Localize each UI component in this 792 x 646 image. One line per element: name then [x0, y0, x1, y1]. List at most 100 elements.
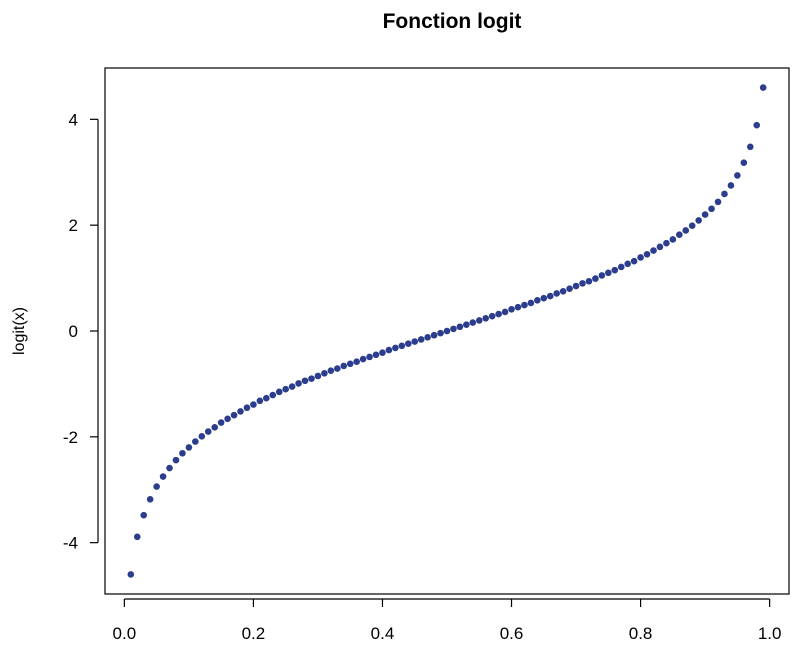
x-tick-label: 1.0: [758, 624, 782, 643]
x-tick-label: 0.6: [500, 624, 524, 643]
data-point: [146, 495, 154, 503]
x-tick-label: 0.4: [371, 624, 395, 643]
data-point: [179, 449, 186, 457]
data-point: [540, 294, 548, 302]
data-point: [572, 282, 580, 290]
x-tick-label: 0.2: [242, 624, 266, 643]
data-point: [605, 269, 612, 277]
data-point: [379, 349, 386, 356]
y-tick-label: 4: [69, 110, 78, 129]
data-point: [417, 336, 425, 343]
data-point: [759, 84, 767, 91]
data-point: [211, 424, 218, 431]
data-point: [314, 372, 322, 380]
data-point: [308, 375, 315, 382]
data-point: [508, 306, 515, 313]
y-tick-label: 2: [69, 216, 78, 235]
data-point: [495, 310, 502, 318]
data-point: [753, 121, 761, 129]
data-point: [204, 428, 212, 435]
data-point: [714, 198, 722, 206]
data-point: [353, 358, 360, 365]
data-point: [637, 254, 644, 261]
data-point: [682, 227, 690, 234]
chart-title: Fonction logit: [383, 10, 522, 33]
data-point: [598, 272, 606, 279]
data-point: [301, 377, 309, 385]
data-point: [521, 301, 528, 309]
data-point: [592, 275, 599, 282]
data-point: [514, 303, 522, 311]
data-point: [321, 370, 328, 377]
data-point: [650, 247, 657, 254]
data-point: [624, 260, 631, 268]
data-point: [501, 308, 509, 316]
data-points: [127, 84, 767, 578]
data-point: [346, 360, 354, 368]
data-point: [340, 362, 348, 370]
data-point: [217, 419, 225, 426]
data-point: [230, 411, 238, 419]
y-axis: -4 -2 0 2 4: [63, 110, 99, 553]
data-point: [359, 355, 367, 363]
data-point: [708, 205, 715, 213]
data-point: [250, 401, 257, 408]
x-tick-label: 0.8: [629, 624, 653, 643]
y-tick-label: -4: [63, 534, 78, 553]
data-point: [295, 380, 302, 387]
data-point: [424, 334, 431, 341]
data-point: [559, 288, 567, 295]
data-point: [443, 327, 451, 335]
data-point: [159, 473, 167, 480]
data-point: [746, 143, 754, 151]
data-point: [437, 329, 444, 337]
y-tick-label: 0: [69, 322, 78, 341]
data-point: [611, 266, 619, 274]
y-axis-label: logit(x): [11, 307, 28, 355]
data-point: [488, 312, 496, 320]
data-point: [327, 367, 335, 374]
data-point: [546, 292, 554, 300]
data-point: [482, 314, 490, 322]
data-point: [404, 340, 412, 348]
data-point: [456, 323, 464, 331]
data-point: [366, 353, 373, 361]
data-point: [475, 317, 483, 324]
data-point: [275, 388, 283, 396]
plot-frame: [104, 67, 790, 595]
data-point: [463, 321, 470, 328]
data-point: [172, 456, 180, 464]
data-point: [450, 325, 457, 333]
data-point: [192, 438, 199, 445]
data-point: [695, 217, 702, 224]
data-point: [198, 433, 206, 440]
y-tick-label: -2: [63, 428, 78, 447]
data-point: [527, 299, 535, 307]
data-point: [430, 331, 438, 339]
data-point: [237, 408, 244, 415]
data-point: [617, 263, 625, 271]
data-point: [585, 277, 593, 285]
x-tick-label: 0.0: [113, 624, 137, 643]
data-point: [734, 172, 741, 179]
data-point: [185, 444, 193, 451]
data-point: [282, 385, 289, 393]
data-point: [676, 231, 683, 238]
data-point: [630, 257, 638, 265]
data-point: [224, 415, 231, 423]
data-point: [153, 483, 160, 490]
data-point: [579, 280, 586, 287]
data-point: [701, 211, 709, 218]
data-point: [243, 404, 251, 412]
data-point: [166, 464, 173, 472]
data-point: [643, 250, 651, 258]
data-point: [385, 346, 393, 354]
data-point: [256, 397, 264, 405]
data-point: [398, 342, 406, 350]
data-point: [127, 571, 135, 578]
data-point: [140, 511, 148, 519]
data-point: [392, 344, 399, 352]
data-point: [688, 222, 696, 229]
data-point: [740, 159, 748, 167]
data-point: [469, 319, 477, 326]
